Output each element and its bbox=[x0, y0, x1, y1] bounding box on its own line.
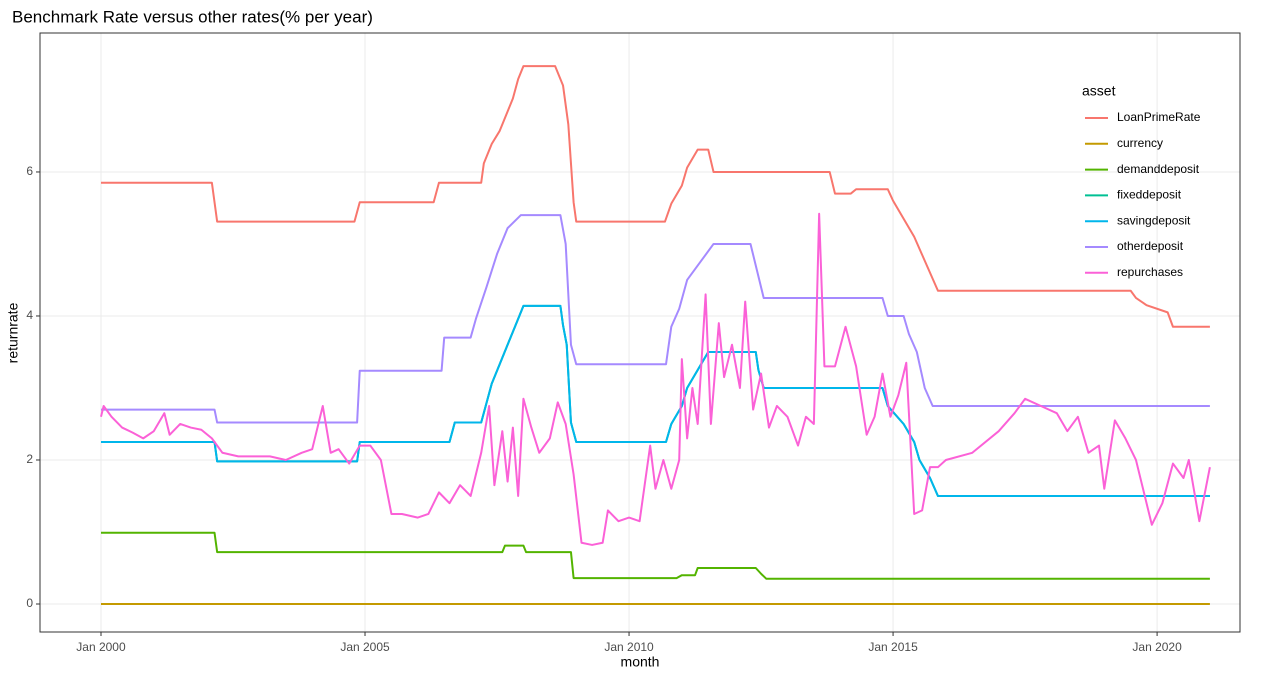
x-tick-label: Jan 2010 bbox=[604, 640, 654, 654]
series-line bbox=[100, 212, 1211, 546]
legend-label: currency bbox=[1117, 136, 1163, 150]
legend-label: fixeddeposit bbox=[1117, 188, 1182, 202]
series-line bbox=[100, 304, 1210, 497]
y-axis-label: returnrate bbox=[5, 302, 21, 363]
x-axis-label: month bbox=[621, 654, 660, 670]
legend-label: savingdeposit bbox=[1117, 213, 1191, 227]
x-tick-label: Jan 2020 bbox=[1132, 640, 1182, 654]
legend-title: asset bbox=[1082, 83, 1116, 99]
legend-label: otherdeposit bbox=[1117, 239, 1184, 253]
series-line bbox=[100, 531, 1210, 580]
chart-title: Benchmark Rate versus other rates(% per … bbox=[12, 7, 373, 26]
y-tick-label: 0 bbox=[26, 596, 33, 610]
series-line bbox=[100, 214, 1210, 424]
panel-border bbox=[39, 32, 1241, 633]
legend-label: demanddeposit bbox=[1117, 162, 1200, 176]
y-tick-label: 4 bbox=[26, 308, 33, 322]
x-tick-label: Jan 2005 bbox=[340, 640, 390, 654]
x-tick-label: Jan 2000 bbox=[76, 640, 126, 654]
y-tick-label: 6 bbox=[26, 164, 33, 178]
legend-label: repurchases bbox=[1117, 265, 1183, 279]
y-tick-label: 2 bbox=[26, 452, 33, 466]
legend-label: LoanPrimeRate bbox=[1117, 110, 1201, 124]
series-line bbox=[100, 65, 1210, 328]
x-tick-label: Jan 2015 bbox=[868, 640, 918, 654]
